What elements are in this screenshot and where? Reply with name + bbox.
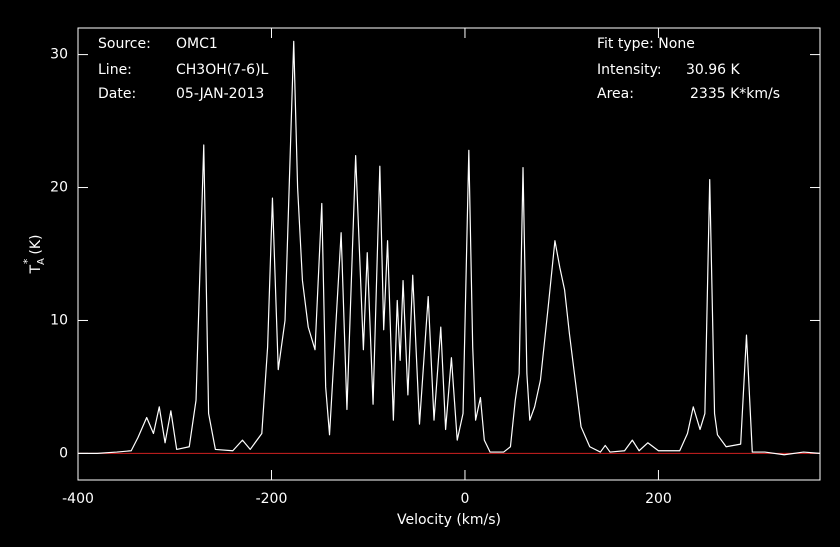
annotation: Line: [98, 62, 132, 78]
plot-frame [77, 27, 821, 481]
y-label-sup: * [21, 258, 34, 264]
y-label-unit: (K) [28, 234, 44, 254]
y-tick-label: 20 [50, 180, 68, 196]
annotation: Intensity: [597, 62, 662, 78]
y-label-main: T [28, 265, 44, 275]
annotation: Area: [597, 86, 634, 102]
annotation: Fit type: None [597, 36, 695, 52]
x-tick-label: 200 [645, 491, 672, 507]
annotation: Source: [98, 36, 151, 52]
annotation: Date: [98, 86, 136, 102]
x-tick-label: 0 [461, 491, 470, 507]
x-tick-label: -400 [62, 491, 94, 507]
y-tick-label: 30 [50, 47, 68, 63]
annotation: CH3OH(7-6)L [176, 62, 269, 78]
y-tick-label: 0 [59, 445, 68, 461]
annotation: OMC1 [176, 36, 218, 52]
y-tick-label: 10 [50, 312, 68, 328]
spectrum-line [78, 40, 821, 456]
y-axis-label: TA* (K) [21, 234, 47, 274]
x-tick-label: -200 [256, 491, 288, 507]
annotation: 2335 K*km/s [690, 86, 780, 102]
annotation: 05-JAN-2013 [176, 86, 264, 102]
annotation: 30.96 K [686, 62, 741, 78]
y-label-sub: A [36, 258, 47, 265]
x-axis-label: Velocity (km/s) [397, 512, 501, 528]
